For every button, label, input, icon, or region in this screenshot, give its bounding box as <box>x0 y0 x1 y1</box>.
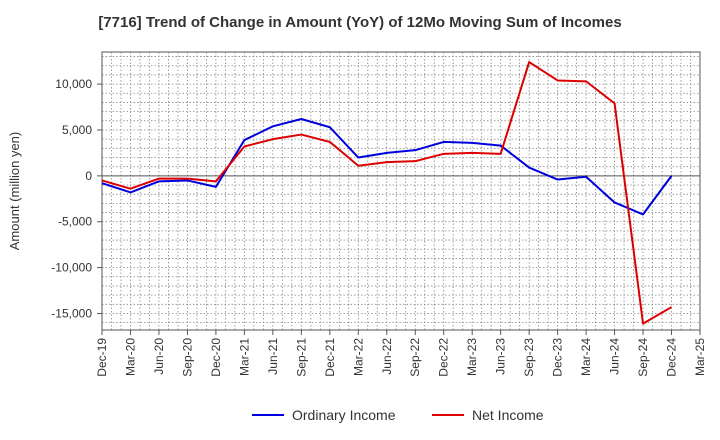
y-tick-label: -15,000 <box>51 306 92 320</box>
x-tick-label: Sep-22 <box>408 338 422 377</box>
legend-label: Ordinary Income <box>292 407 396 423</box>
x-tick-label: Sep-21 <box>294 338 308 377</box>
x-tick-label: Dec-23 <box>551 338 565 377</box>
x-tick-label: Sep-20 <box>180 338 194 377</box>
y-tick-label: -5,000 <box>58 215 92 229</box>
grid-layer <box>101 52 701 330</box>
x-tick-label: Mar-20 <box>123 338 137 376</box>
y-tick-label: 0 <box>85 169 92 183</box>
y-tick-label: 5,000 <box>62 123 92 137</box>
x-tick-label: Dec-24 <box>665 338 679 377</box>
y-tick-label: -10,000 <box>51 261 92 275</box>
x-tick-label: Dec-19 <box>95 338 109 377</box>
label-layer: 10,000 5,000 0 -5,000 -10,000 -15,000 Dec-19 Ma… <box>7 77 707 377</box>
axis-layer <box>97 51 701 335</box>
series-line-net-income <box>101 61 673 325</box>
y-axis-title: Amount (million yen) <box>7 132 22 251</box>
x-tick-label: Dec-21 <box>323 338 337 377</box>
x-tick-label: Sep-24 <box>636 338 650 377</box>
x-tick-label: Jun-22 <box>380 338 394 375</box>
x-tick-label: Mar-25 <box>693 338 707 376</box>
legend-label: Net Income <box>472 407 544 423</box>
series-line-ordinary-income <box>101 117 673 216</box>
x-tick-label: Dec-22 <box>437 338 451 377</box>
series-layer <box>101 61 673 325</box>
x-tick-label: Jun-20 <box>152 338 166 375</box>
plot-frame <box>101 51 701 331</box>
y-tick-label: 10,000 <box>55 77 92 91</box>
chart-title: [7716] Trend of Change in Amount (YoY) o… <box>98 14 622 31</box>
x-tick-label: Dec-20 <box>209 338 223 377</box>
x-tick-label: Jun-21 <box>266 338 280 375</box>
x-tick-label: Mar-23 <box>465 338 479 376</box>
x-tick-label: Jun-24 <box>608 338 622 375</box>
x-tick-label: Mar-24 <box>579 338 593 376</box>
legend: Ordinary Income Net Income <box>252 407 544 423</box>
x-tick-label: Mar-21 <box>237 338 251 376</box>
x-tick-label: Mar-22 <box>351 338 365 376</box>
x-tick-label: Jun-23 <box>494 338 508 375</box>
x-tick-label: Sep-23 <box>522 338 536 377</box>
